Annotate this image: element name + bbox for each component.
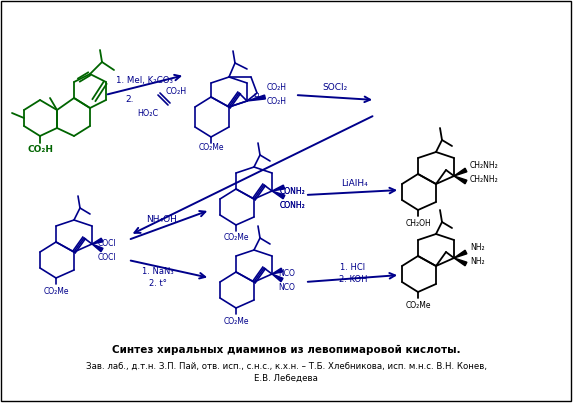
Text: Е.В. Лебедева: Е.В. Лебедева [254, 374, 318, 382]
Text: SOCl₂: SOCl₂ [323, 83, 348, 91]
Polygon shape [272, 274, 283, 282]
Polygon shape [454, 176, 467, 184]
Text: Зав. лаб., д.т.н. З.П. Пай, отв. исп., с.н.с., к.х.н. – Т.Б. Хлебникова, исп. м.: Зав. лаб., д.т.н. З.П. Пай, отв. исп., с… [85, 361, 486, 370]
Text: HO₂C: HO₂C [138, 110, 159, 118]
Polygon shape [272, 191, 285, 199]
Polygon shape [454, 250, 467, 258]
Text: CONH₂: CONH₂ [280, 201, 306, 210]
Text: CONH₂: CONH₂ [280, 187, 306, 195]
Text: CONH₂: CONH₂ [280, 187, 306, 195]
Text: CONH₂: CONH₂ [280, 201, 306, 210]
Text: 1. HCl: 1. HCl [340, 264, 366, 272]
Text: CO₂Me: CO₂Me [223, 316, 249, 326]
Polygon shape [272, 268, 282, 274]
Text: NH₄OH: NH₄OH [147, 216, 178, 224]
Text: 1. MeI, K₂CO₃: 1. MeI, K₂CO₃ [116, 75, 174, 85]
Text: CO₂Me: CO₂Me [43, 287, 69, 295]
Text: LiAlH₄: LiAlH₄ [342, 179, 368, 187]
Text: H: H [253, 93, 259, 102]
Text: CO₂H: CO₂H [166, 87, 187, 96]
Text: CH₂OH: CH₂OH [405, 218, 431, 228]
Text: NCO: NCO [278, 270, 295, 278]
Text: NH₂: NH₂ [470, 243, 485, 253]
Text: CO₂Me: CO₂Me [198, 143, 223, 152]
Text: Синтез хиральных диаминов из левопимаровой кислоты.: Синтез хиральных диаминов из левопимаров… [112, 345, 460, 355]
Text: CO₂H: CO₂H [267, 83, 287, 91]
Text: NCO: NCO [278, 283, 295, 293]
Text: CO₂Me: CO₂Me [405, 301, 431, 310]
Polygon shape [92, 244, 103, 252]
Text: NH₂: NH₂ [470, 258, 485, 266]
Text: 1. NaN₃: 1. NaN₃ [142, 268, 174, 276]
Polygon shape [247, 95, 265, 101]
Text: 2. t°: 2. t° [149, 280, 167, 289]
Polygon shape [454, 258, 467, 266]
Text: CH₂NH₂: CH₂NH₂ [470, 175, 499, 185]
Text: CO₂H: CO₂H [267, 96, 287, 106]
Polygon shape [272, 185, 285, 191]
Polygon shape [454, 168, 467, 176]
Text: COCl: COCl [98, 253, 117, 262]
Polygon shape [92, 238, 103, 244]
Text: COCl: COCl [98, 239, 117, 249]
Text: CH₂NH₂: CH₂NH₂ [470, 162, 499, 170]
Text: CO₂Me: CO₂Me [223, 233, 249, 243]
Text: 2. KOH: 2. KOH [339, 276, 367, 285]
Text: CO₂H: CO₂H [27, 145, 53, 154]
Text: 2.: 2. [125, 96, 134, 104]
